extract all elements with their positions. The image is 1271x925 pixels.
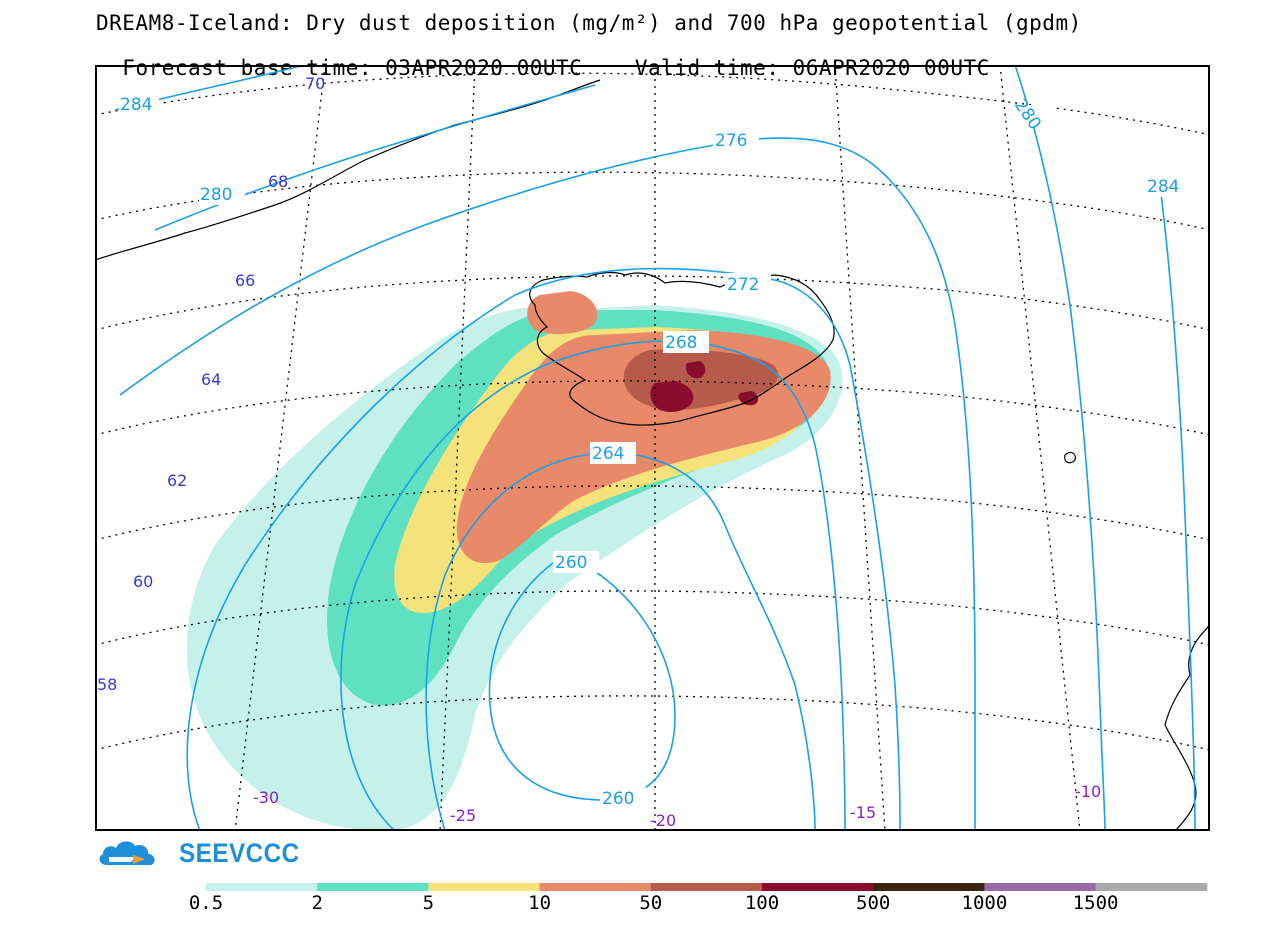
lat-70: [95, 72, 1210, 136]
contour-label: 268: [665, 333, 697, 353]
dust-band-10-nw: [527, 291, 598, 335]
lat-label: 62: [167, 471, 187, 490]
legend-swatch: [984, 883, 1097, 891]
faroe-islands: [1064, 451, 1076, 464]
dust-shading: [186, 291, 843, 831]
lon-label: -30: [253, 788, 279, 807]
lon-label: -20: [650, 811, 676, 830]
lat-label: 60: [133, 572, 153, 591]
legend-label: 0.5: [189, 892, 223, 914]
contour-label-group: 284 280 276 272 268 264 260 260 280 284: [119, 93, 1191, 809]
contour-label: 260: [555, 553, 587, 573]
lon-30: [234, 65, 326, 831]
latitude-labels: 70 68 66 64 62 60 58: [97, 74, 325, 694]
legend-swatch: [206, 883, 318, 891]
contour-label: 276: [715, 131, 747, 151]
legend-swatch: [873, 883, 985, 891]
contour-label: 284: [120, 95, 152, 115]
longitude-labels: -30 -25 -20 -15 -10: [253, 782, 1101, 830]
iceland-coast: [529, 271, 835, 426]
color-legend: 0.5 2 5 10 50 100 500 1000 1500: [189, 883, 1208, 914]
legend-swatch: [1095, 883, 1208, 891]
dust-band-100: [650, 361, 759, 412]
legend-label: 1000: [962, 892, 1008, 914]
legend-swatch: [317, 883, 429, 891]
norway-coast: [1164, 624, 1210, 831]
contour-264: [425, 452, 816, 831]
cloud-icon: [99, 841, 155, 865]
lon-label: -10: [1075, 782, 1101, 801]
contour-label: 284: [1147, 177, 1179, 197]
legend-swatch: [762, 883, 874, 891]
lat-label: 66: [235, 271, 255, 290]
legend-label: 50: [639, 892, 662, 914]
contour-284-e: [1159, 184, 1196, 831]
valid-time: Valid time: 06APR2020 00UTC: [634, 56, 990, 80]
contour-276: [119, 137, 976, 831]
legend-swatch: [428, 883, 541, 891]
legend-label: 1500: [1073, 892, 1119, 914]
lon-15: [834, 65, 886, 831]
lat-60: [95, 590, 1210, 646]
map-title: DREAM8-Iceland: Dry dust deposition (mg/…: [96, 11, 1082, 35]
contour-272: [186, 267, 901, 831]
legend-label: 10: [528, 892, 551, 914]
lat-label: 58: [97, 675, 117, 694]
seevccc-logo: SEEVCCC: [95, 835, 313, 871]
contour-label: 280: [200, 185, 232, 205]
contour-label: 260: [602, 789, 634, 809]
greenland-coast: [95, 79, 601, 261]
lon-label: -25: [450, 806, 476, 825]
lat-label: 68: [268, 172, 288, 191]
contour-label: 264: [592, 444, 624, 464]
forecast-base-time: Forecast base time: 03APR2020 00UTC: [122, 56, 583, 80]
brand-name: SEEVCCC: [179, 837, 300, 868]
lat-62: [95, 485, 1210, 541]
legend-swatch: [650, 883, 763, 891]
map-border: [95, 65, 1210, 831]
legend-swatch: [539, 883, 652, 891]
lon-25: [439, 65, 476, 831]
map-panel: 284 280 276 272 268 264 260 260 280 284 …: [95, 65, 1210, 831]
graticule: [95, 65, 1210, 831]
lat-label: 70: [305, 74, 325, 93]
legend-label: 5: [423, 892, 434, 914]
lat-68: [95, 171, 1210, 231]
legend-label: 2: [311, 892, 322, 914]
legend-label: 500: [856, 892, 890, 914]
map-subtitle: Forecast base time: 03APR2020 00UTC Vali…: [96, 35, 990, 79]
lat-64: [95, 380, 1210, 436]
lon-label: -15: [850, 803, 876, 822]
lon-10: [999, 65, 1081, 831]
contour-label: 272: [727, 275, 759, 295]
contour-280-w: [154, 84, 596, 231]
contour-280-e: [1014, 65, 1106, 831]
legend-label: 100: [745, 892, 779, 914]
lat-label: 64: [201, 370, 221, 389]
lat-58: [95, 695, 1210, 751]
